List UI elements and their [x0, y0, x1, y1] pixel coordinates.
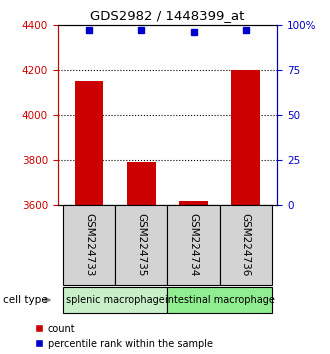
Bar	[168, 287, 272, 313]
Text: intestinal macrophage: intestinal macrophage	[165, 295, 275, 305]
Bar	[220, 205, 272, 285]
Bar	[115, 205, 167, 285]
Text: cell type: cell type	[3, 295, 48, 305]
Bar	[168, 205, 220, 285]
Bar	[179, 201, 208, 205]
Bar	[63, 287, 168, 313]
Legend: count, percentile rank within the sample: count, percentile rank within the sample	[31, 320, 217, 353]
Text: splenic macrophage: splenic macrophage	[66, 295, 165, 305]
Bar	[231, 70, 260, 205]
Text: GSM224733: GSM224733	[84, 213, 94, 277]
Text: GSM224736: GSM224736	[241, 213, 251, 277]
Bar	[127, 162, 156, 205]
Text: GSM224734: GSM224734	[189, 213, 199, 277]
Title: GDS2982 / 1448399_at: GDS2982 / 1448399_at	[90, 9, 245, 22]
Text: GSM224735: GSM224735	[136, 213, 146, 277]
Bar	[75, 81, 104, 205]
Bar	[63, 205, 115, 285]
